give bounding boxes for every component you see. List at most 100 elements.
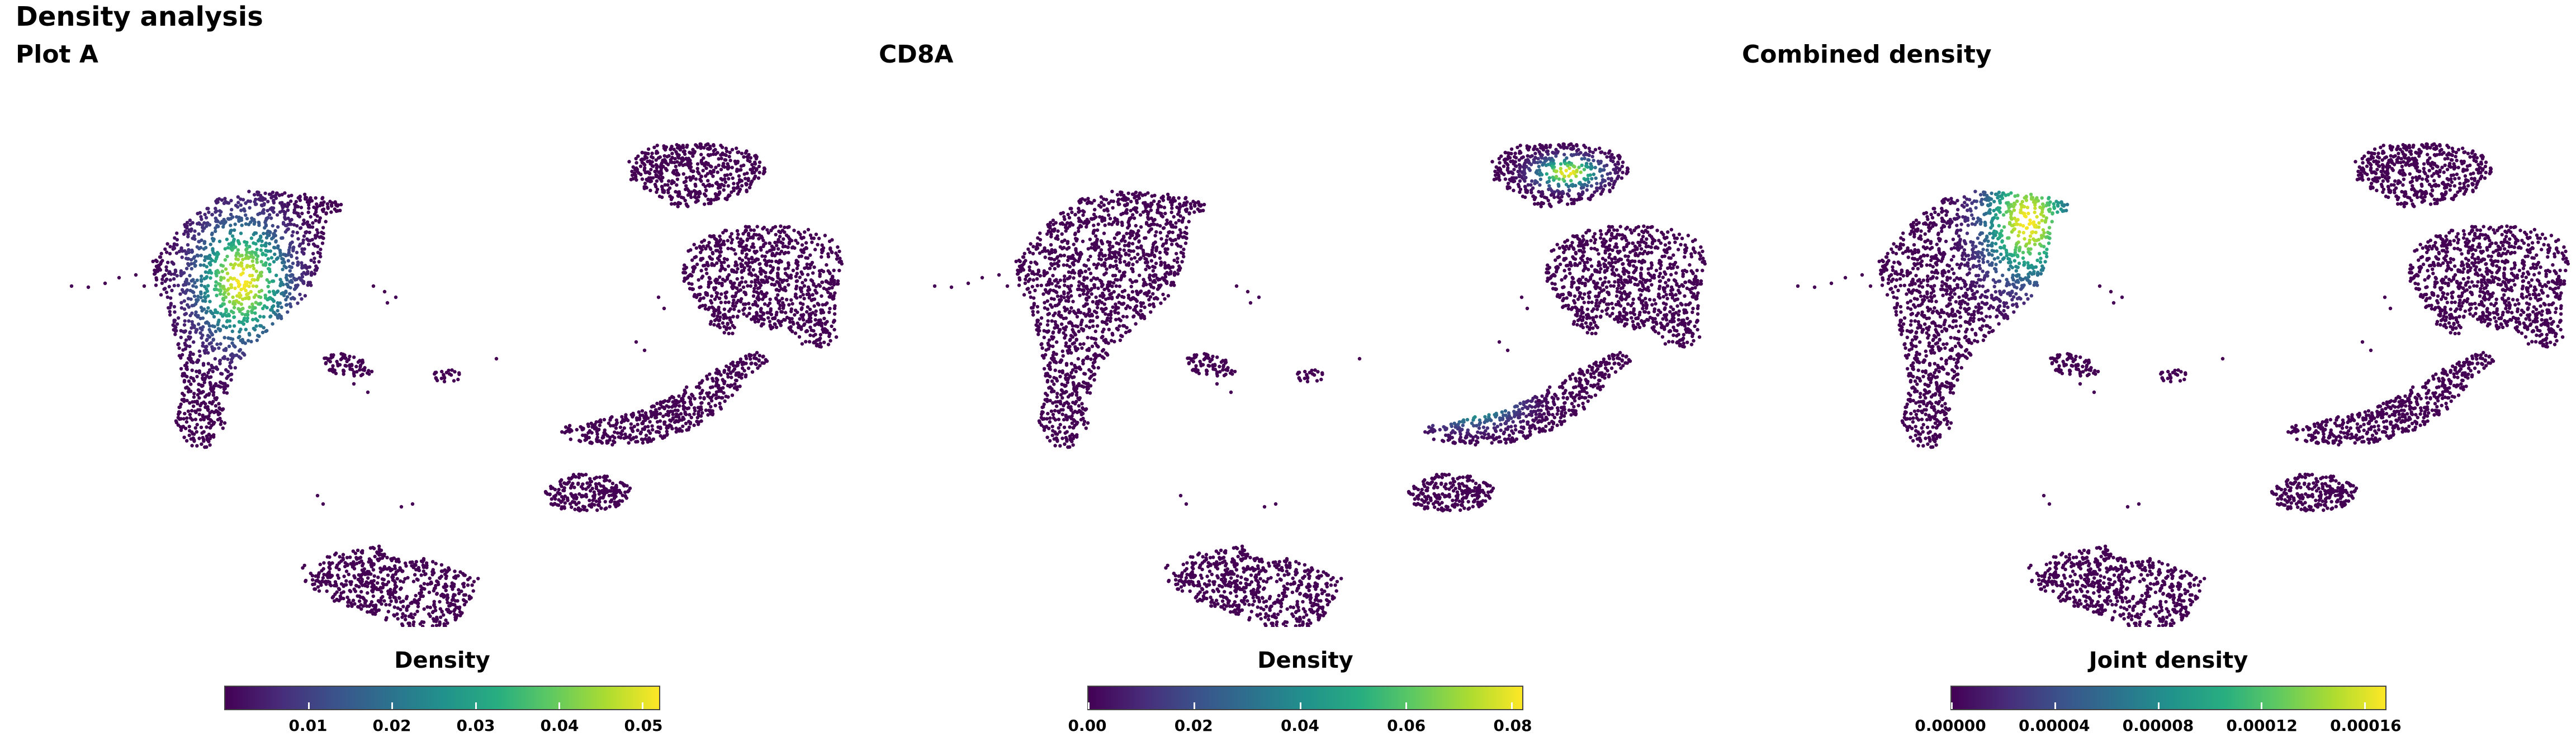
scatter-point xyxy=(441,569,444,573)
scatter-point xyxy=(301,566,305,570)
scatter-point xyxy=(201,341,205,345)
scatter-point xyxy=(723,180,728,184)
scatter-point xyxy=(835,257,839,261)
scatter-point xyxy=(665,155,669,159)
scatter-point xyxy=(709,165,713,169)
scatter-point xyxy=(1178,214,1182,218)
scatter-point xyxy=(736,192,740,196)
scatter-point xyxy=(690,287,694,291)
scatter-point xyxy=(202,438,206,441)
scatter-point xyxy=(762,225,766,230)
scatter-point xyxy=(370,608,374,612)
scatter-point xyxy=(598,500,602,504)
scatter-point xyxy=(808,233,813,237)
scatter-point xyxy=(197,436,201,440)
scatter-point xyxy=(298,292,302,297)
scatter-point xyxy=(788,237,792,241)
scatter-point xyxy=(324,579,328,583)
scatter-point xyxy=(744,374,748,379)
scatter-point xyxy=(739,164,744,168)
scatter-point xyxy=(210,402,214,406)
scatter-point xyxy=(219,342,222,346)
scatter-point xyxy=(1048,267,1052,270)
scatter-point xyxy=(318,203,322,208)
scatter-point xyxy=(171,323,175,327)
scatter-point xyxy=(1035,328,1039,332)
scatter-point xyxy=(177,346,181,350)
scatter-point xyxy=(352,355,356,359)
scatter-point xyxy=(697,192,701,196)
scatter-point xyxy=(780,297,784,301)
scatter-point xyxy=(377,544,381,548)
scatter-point xyxy=(304,272,308,276)
scatter-point xyxy=(371,590,375,593)
scatter-point xyxy=(416,578,420,582)
scatter-point xyxy=(718,315,722,319)
scatter-point xyxy=(745,253,749,256)
scatter-point xyxy=(376,557,380,562)
scatter-point xyxy=(206,306,210,310)
scatter-point xyxy=(704,292,708,297)
scatter-point xyxy=(247,189,251,193)
scatter-point xyxy=(752,356,756,360)
scatter-point xyxy=(723,197,727,201)
scatter-point xyxy=(722,331,726,335)
scatter-point xyxy=(581,433,585,438)
scatter-point xyxy=(629,426,633,430)
scatter-point xyxy=(197,369,201,373)
scatter-point xyxy=(634,416,639,420)
scatter-point xyxy=(178,405,182,409)
scatter-point xyxy=(315,228,319,232)
scatter-point xyxy=(276,225,280,229)
scatter-point xyxy=(438,576,442,580)
scatter-point xyxy=(685,428,689,432)
scatter-point xyxy=(756,286,760,291)
scatter-point xyxy=(721,378,724,382)
scatter-point xyxy=(730,393,735,397)
scatter-point xyxy=(371,594,375,598)
scatter-point xyxy=(341,556,345,560)
scatter-point xyxy=(211,369,215,374)
scatter-point xyxy=(207,223,212,227)
scatter-point xyxy=(223,247,227,251)
scatter-point xyxy=(667,179,671,183)
scatter-point xyxy=(288,264,292,269)
scatter-point xyxy=(290,234,294,237)
scatter-point xyxy=(413,573,417,577)
scatter-point xyxy=(771,278,775,282)
scatter-point xyxy=(172,305,177,309)
scatter-point xyxy=(825,263,828,267)
scatter-point xyxy=(291,262,295,265)
scatter-point xyxy=(728,316,732,320)
scatter-point xyxy=(222,336,226,340)
scatter-point xyxy=(233,345,237,349)
scatter-point xyxy=(434,624,439,627)
scatter-point xyxy=(603,476,607,480)
scatter-point xyxy=(774,313,779,317)
scatter-point xyxy=(759,310,763,313)
scatter-point xyxy=(699,145,704,149)
scatter-point xyxy=(770,259,774,263)
scatter-point xyxy=(733,382,737,386)
scatter-point xyxy=(283,212,287,216)
scatter-plot xyxy=(69,142,844,627)
scatter-point xyxy=(676,173,681,177)
scatter-point xyxy=(1126,243,1130,248)
scatter-point xyxy=(549,502,553,506)
scatter-point xyxy=(699,174,703,178)
scatter-point xyxy=(801,302,805,306)
scatter-point xyxy=(1117,317,1121,321)
scatter-point xyxy=(709,395,714,400)
scatter-point xyxy=(319,248,323,251)
scatter-point xyxy=(433,605,437,609)
scatter-point xyxy=(185,398,189,403)
scatter-point xyxy=(311,221,315,225)
scatter-point xyxy=(317,260,321,264)
scatter-point xyxy=(763,302,767,306)
scatter-point xyxy=(276,308,280,313)
scatter-point xyxy=(184,338,188,342)
scatter-point xyxy=(264,329,268,334)
scatter-point xyxy=(211,435,216,439)
scatter-point xyxy=(206,370,210,375)
scatter-point xyxy=(676,202,680,206)
